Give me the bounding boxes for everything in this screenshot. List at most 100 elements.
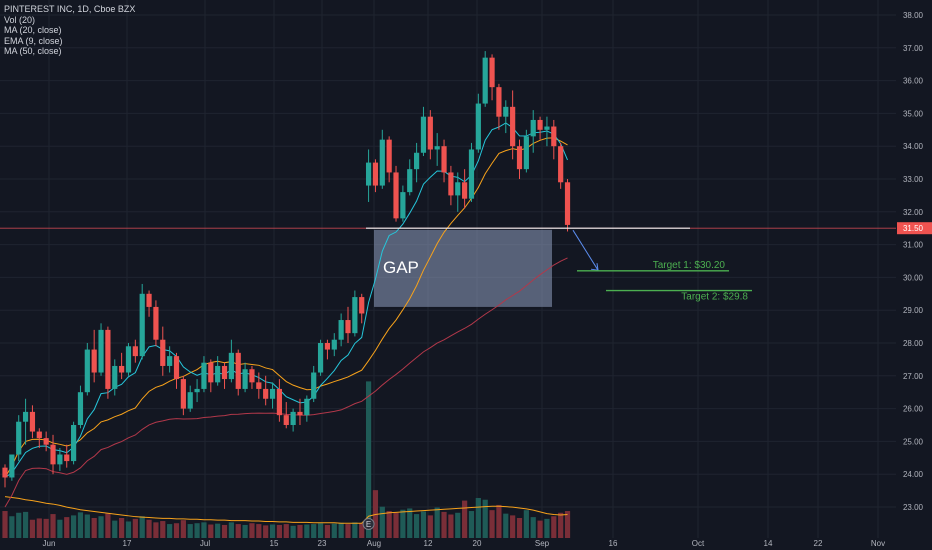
earnings-marker-label[interactable]: E bbox=[366, 520, 371, 529]
volume-bar-21 bbox=[146, 519, 152, 538]
price-tick-0: 38.00 bbox=[903, 11, 924, 20]
price-tag[interactable] bbox=[897, 222, 932, 235]
volume-bar-73 bbox=[503, 513, 509, 538]
target-label-1: Target 1: $30.20 bbox=[653, 260, 726, 271]
volume-bar-13 bbox=[91, 517, 97, 538]
candle-body-5 bbox=[36, 431, 42, 439]
candle-body-29 bbox=[201, 362, 207, 389]
volume-bar-63 bbox=[434, 507, 440, 538]
candle-body-47 bbox=[324, 343, 331, 350]
volume-bar-1 bbox=[9, 516, 15, 538]
candle-body-52 bbox=[359, 297, 365, 314]
gap-rectangle[interactable] bbox=[374, 229, 552, 307]
legend-ema9[interactable]: EMA (9, close) bbox=[4, 35, 63, 46]
volume-bar-29 bbox=[201, 522, 207, 538]
volume-ma-path bbox=[4, 496, 568, 524]
time-tick-11: 14 bbox=[764, 539, 773, 548]
time-tick-2: Jul bbox=[200, 539, 210, 548]
gap-zone[interactable]: GAP bbox=[374, 229, 552, 307]
price-axis[interactable]: 38.00 37.00 36.00 35.00 34.00 33.00 32.00 31.00… bbox=[897, 11, 932, 512]
candle-body-82 bbox=[564, 182, 571, 225]
volume-bar-18 bbox=[125, 521, 132, 538]
time-tick-1: 17 bbox=[123, 539, 132, 548]
volume-bar-22 bbox=[153, 522, 159, 538]
legend-ma50[interactable]: MA (50, close) bbox=[4, 46, 62, 56]
volume-bar-24 bbox=[167, 524, 173, 538]
candle-body-61 bbox=[420, 116, 427, 153]
candle-body-74 bbox=[510, 106, 516, 147]
price-tick-5: 33.00 bbox=[903, 175, 924, 184]
price-tick-4: 34.00 bbox=[903, 142, 924, 151]
candle-body-3 bbox=[22, 411, 29, 422]
candle-body-40 bbox=[276, 388, 282, 416]
volume-bar-19 bbox=[132, 518, 138, 538]
legend-ma20[interactable]: MA (20, close) bbox=[4, 25, 62, 35]
candle-body-4 bbox=[29, 411, 36, 432]
candle-body-0 bbox=[2, 467, 8, 478]
candle-body-38 bbox=[263, 388, 269, 399]
volume-bar-39 bbox=[269, 524, 276, 538]
candle-body-76 bbox=[523, 136, 529, 170]
price-tick-14: 24.00 bbox=[903, 470, 924, 479]
price-tick-15: 23.00 bbox=[903, 503, 924, 512]
volume-bar-25 bbox=[173, 523, 180, 538]
volume-bar-65 bbox=[448, 514, 454, 538]
arrow-shaft[interactable] bbox=[572, 229, 599, 271]
candle-body-17 bbox=[119, 365, 125, 373]
price-tick-6: 32.00 bbox=[903, 208, 924, 217]
candle-body-42 bbox=[290, 411, 296, 425]
volume-bar-41 bbox=[283, 524, 289, 538]
symbol-title[interactable]: PINTEREST INC, 1D, Cboe BZX bbox=[4, 4, 136, 14]
candle-body-22 bbox=[153, 306, 159, 340]
price-tick-2: 36.00 bbox=[903, 77, 924, 86]
candle-body-35 bbox=[242, 369, 248, 389]
volume-bar-49 bbox=[338, 522, 344, 538]
volume-bar-78 bbox=[537, 520, 543, 538]
earnings-marker[interactable] bbox=[362, 518, 375, 530]
candle-body-8 bbox=[57, 454, 63, 465]
candle-body-15 bbox=[105, 329, 111, 389]
candle-body-21 bbox=[146, 293, 152, 307]
volume-bar-35 bbox=[242, 524, 248, 538]
candle-body-32 bbox=[221, 365, 228, 380]
volume-bar-46 bbox=[317, 523, 324, 538]
volume-bar-4 bbox=[29, 519, 36, 538]
candle-body-64 bbox=[441, 146, 447, 173]
time-tick-9: 16 bbox=[609, 539, 618, 548]
legend-volume[interactable]: Vol (20) bbox=[4, 14, 36, 25]
candle-body-49 bbox=[338, 320, 344, 340]
volume-bar-50 bbox=[345, 524, 351, 538]
volume-bar-68 bbox=[468, 511, 475, 538]
candle-body-34 bbox=[235, 352, 241, 389]
candle-body-54 bbox=[372, 162, 379, 186]
volume-bar-58 bbox=[400, 509, 406, 538]
annotations[interactable]: E Target 1: $30.20 Target 2: $29.8 bbox=[0, 227, 896, 530]
volume-bar-66 bbox=[455, 512, 461, 538]
time-tick-4: 23 bbox=[318, 539, 327, 548]
candle-body-9 bbox=[64, 454, 70, 462]
candle-body-24 bbox=[167, 356, 173, 366]
volume-bar-17 bbox=[119, 517, 125, 538]
candle-body-67 bbox=[462, 182, 468, 199]
candle-body-23 bbox=[160, 339, 166, 366]
candle-body-30 bbox=[208, 362, 214, 383]
volume-bar-33 bbox=[228, 522, 234, 538]
volume-bar-81 bbox=[558, 512, 564, 538]
volume-bar-38 bbox=[263, 525, 269, 538]
candle-body-71 bbox=[489, 57, 495, 88]
volume-bar-6 bbox=[43, 518, 49, 538]
candle-body-78 bbox=[537, 119, 543, 130]
time-axis[interactable]: Jun 17 Jul 15 23 Aug 12 20 Sep 16 Oct 14 22 Nov bbox=[43, 539, 886, 548]
candle-body-13 bbox=[91, 349, 97, 373]
volume-bar-82 bbox=[564, 511, 571, 538]
volume-bar-42 bbox=[290, 525, 296, 538]
candle-body-56 bbox=[386, 139, 392, 173]
time-tick-8: Sep bbox=[535, 539, 550, 548]
candle-body-70 bbox=[482, 57, 488, 104]
time-tick-13: Nov bbox=[871, 539, 885, 548]
candle-body-33 bbox=[228, 352, 234, 380]
candle-body-26 bbox=[180, 379, 186, 409]
volume-bar-45 bbox=[311, 524, 317, 538]
volume-bar-26 bbox=[180, 520, 186, 538]
